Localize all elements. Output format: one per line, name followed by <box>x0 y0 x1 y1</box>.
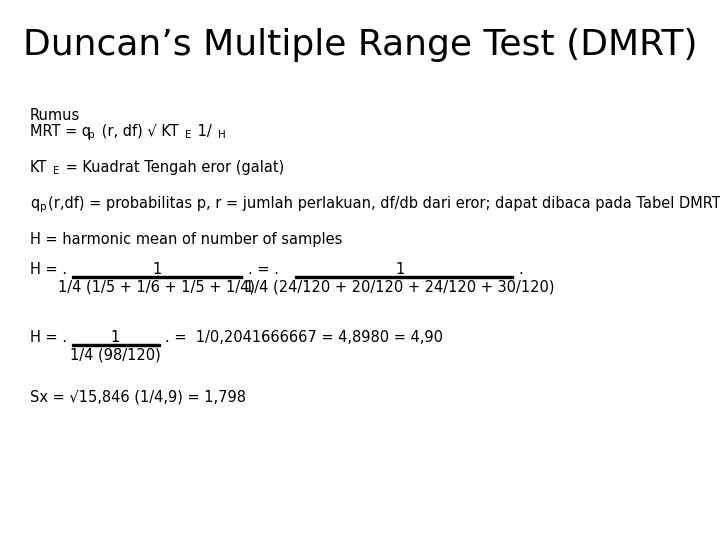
Text: 1: 1 <box>110 330 120 345</box>
Text: = Kuadrat Tengah eror (galat): = Kuadrat Tengah eror (galat) <box>61 160 284 175</box>
Bar <box>72 276 242 278</box>
Text: . =  1/0,2041666667 = 4,8980 = 4,90: . = 1/0,2041666667 = 4,8980 = 4,90 <box>165 330 443 345</box>
Text: Duncan’s Multiple Range Test (DMRT): Duncan’s Multiple Range Test (DMRT) <box>23 28 697 62</box>
Text: p: p <box>40 202 47 212</box>
Text: . = .: . = . <box>248 262 279 277</box>
Text: Rumus: Rumus <box>30 108 80 123</box>
Bar <box>72 344 160 346</box>
Text: 1/4 (98/120): 1/4 (98/120) <box>70 348 161 363</box>
Text: H = .: H = . <box>30 330 67 345</box>
Text: q: q <box>30 196 40 211</box>
Text: 1/: 1/ <box>193 124 212 139</box>
Text: (r,df) = probabilitas p, r = jumlah perlakuan, df/db dari eror; dapat dibaca pad: (r,df) = probabilitas p, r = jumlah perl… <box>48 196 720 211</box>
Text: H = .: H = . <box>30 262 67 277</box>
Text: H = harmonic mean of number of samples: H = harmonic mean of number of samples <box>30 232 343 247</box>
Text: MRT = q: MRT = q <box>30 124 91 139</box>
Text: p: p <box>88 130 94 140</box>
Bar <box>295 276 513 278</box>
Text: E: E <box>53 166 60 176</box>
Text: 1/4 (24/120 + 20/120 + 24/120 + 30/120): 1/4 (24/120 + 20/120 + 24/120 + 30/120) <box>246 280 554 295</box>
Text: E: E <box>185 130 192 140</box>
Text: 1: 1 <box>153 262 161 277</box>
Text: Sx = √15,846 (1/4,9) = 1,798: Sx = √15,846 (1/4,9) = 1,798 <box>30 390 246 405</box>
Text: .: . <box>518 262 523 277</box>
Text: 1: 1 <box>395 262 405 277</box>
Text: 1/4 (1/5 + 1/6 + 1/5 + 1/4): 1/4 (1/5 + 1/6 + 1/5 + 1/4) <box>58 280 256 295</box>
Text: H: H <box>218 130 226 140</box>
Text: KT: KT <box>30 160 48 175</box>
Text: (r, df) √ KT: (r, df) √ KT <box>97 124 179 139</box>
